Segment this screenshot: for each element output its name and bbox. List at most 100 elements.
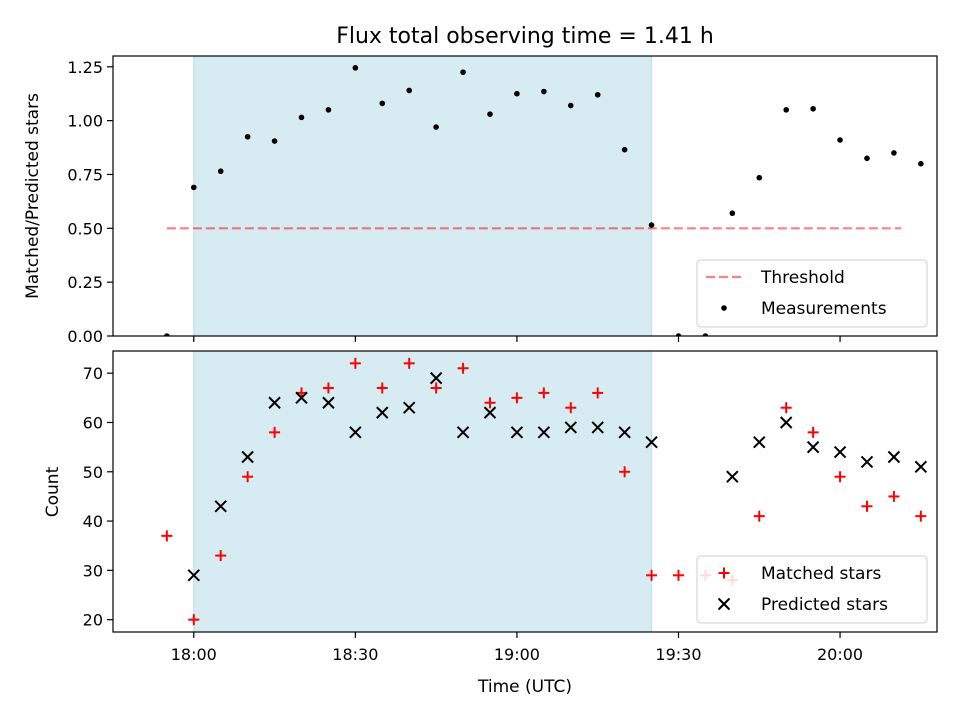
y-tick-label: 40 <box>83 512 103 531</box>
data-point <box>567 102 574 109</box>
predicted-point <box>241 450 254 464</box>
legend-swatch <box>718 567 730 579</box>
legend-box <box>696 555 928 624</box>
series-matched-stars <box>161 357 927 626</box>
y-tick-label: 30 <box>83 561 103 580</box>
y-tick-label: 0.50 <box>67 219 103 238</box>
data-point <box>648 222 655 228</box>
matched-point <box>376 382 388 394</box>
top-plot-area <box>164 65 924 336</box>
top-y-ticks: 0.00 0.25 0.50 0.75 1.00 1.25 <box>67 58 113 346</box>
data-point <box>460 69 466 75</box>
data-point <box>621 146 628 153</box>
data-point <box>541 88 547 95</box>
predicted-point <box>403 401 416 414</box>
data-point <box>810 105 816 112</box>
matched-point <box>215 550 227 562</box>
data-point <box>325 107 332 113</box>
series-predicted-stars <box>187 371 928 582</box>
data-point <box>271 138 278 144</box>
matched-point <box>807 426 819 438</box>
predicted-point <box>564 421 577 434</box>
data-point <box>675 333 682 336</box>
y-tick-label: 1.25 <box>67 58 103 77</box>
y-tick-label: 0.25 <box>67 273 103 292</box>
predicted-point <box>887 450 901 464</box>
y-tick-label: 50 <box>83 463 103 482</box>
data-point <box>594 91 601 98</box>
y-tick-label: 1.00 <box>67 112 103 131</box>
data-point <box>756 174 763 181</box>
legend-label: Matched stars <box>761 564 881 584</box>
data-point <box>514 90 520 97</box>
matched-point <box>322 382 334 394</box>
x-tick-label: 20:00 <box>817 645 863 664</box>
data-point <box>217 168 224 175</box>
matched-point <box>511 392 523 404</box>
y-tick-label: 70 <box>83 364 103 383</box>
data-point <box>729 210 736 217</box>
data-point <box>433 124 439 130</box>
bottom-shaded-span <box>193 350 653 633</box>
predicted-point <box>537 426 551 439</box>
data-point <box>702 333 709 336</box>
top-y-axis-label: Matched/Predicted stars <box>23 93 43 299</box>
predicted-point <box>349 426 362 439</box>
data-point <box>918 160 924 167</box>
y-tick-label: 20 <box>83 611 103 630</box>
data-point <box>837 137 843 143</box>
predicted-point <box>806 440 820 454</box>
predicted-point <box>914 460 928 474</box>
bottom-axes-frame <box>112 350 938 633</box>
x-tick-label: 19:00 <box>494 645 540 664</box>
series-measurements <box>164 65 924 336</box>
top-x-ticks <box>193 336 841 342</box>
matched-point <box>672 569 684 581</box>
predicted-point <box>645 435 658 449</box>
top-panel: 0.00 0.25 0.50 0.75 1.00 1.25 Matched/Predict… <box>23 55 938 346</box>
bottom-y-ticks: 20 30 40 50 60 70 <box>83 364 113 630</box>
chart-title: Flux total observing time = 1.41 h <box>336 24 714 49</box>
predicted-point <box>268 396 281 409</box>
data-point <box>164 333 170 336</box>
top-marks <box>164 65 924 336</box>
y-tick-label: 0.75 <box>67 165 103 184</box>
predicted-point <box>376 406 389 419</box>
bottom-panel: 20 30 40 50 60 70 18:00 18:30 19:00 19:30 20:00 C… <box>43 350 938 697</box>
bot-plot-area <box>161 357 928 626</box>
y-tick-label: 60 <box>83 413 103 432</box>
matched-point <box>349 357 361 369</box>
data-point <box>487 111 493 117</box>
predicted-point <box>726 470 739 483</box>
bottom-x-axis-label: Time (UTC) <box>477 677 572 697</box>
matched-point <box>915 510 927 522</box>
data-point <box>864 155 870 162</box>
matched-point <box>242 471 254 483</box>
predicted-point <box>214 500 227 513</box>
bottom-legend: Matched stars Predicted stars <box>696 555 928 624</box>
matched-point <box>834 471 846 483</box>
data-point <box>783 107 790 113</box>
predicted-point <box>429 371 443 385</box>
predicted-point <box>779 416 793 429</box>
predicted-point <box>591 421 604 434</box>
matched-point <box>861 500 873 512</box>
predicted-point <box>322 396 335 409</box>
legend-label: Threshold <box>760 268 845 288</box>
legend-swatch <box>721 305 727 311</box>
matched-point <box>780 402 792 414</box>
legend-box <box>696 259 928 328</box>
x-tick-label: 18:30 <box>332 645 378 664</box>
matched-point <box>646 569 658 581</box>
top-legend: Threshold Measurements <box>696 259 928 328</box>
predicted-point <box>860 455 874 469</box>
predicted-point <box>510 426 524 439</box>
data-point <box>406 87 413 94</box>
data-point <box>891 150 897 156</box>
legend-label: Measurements <box>761 299 887 319</box>
matched-point <box>888 490 900 502</box>
matched-point <box>269 426 281 438</box>
matched-point <box>538 387 550 399</box>
predicted-point <box>833 445 847 459</box>
